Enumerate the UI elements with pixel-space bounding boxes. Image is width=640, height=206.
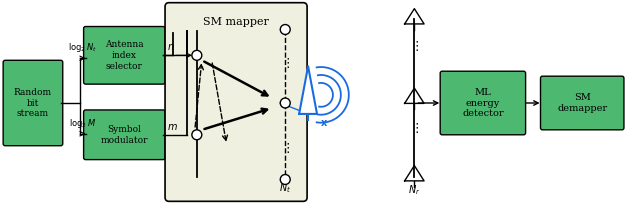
- Text: $m$: $m$: [167, 122, 178, 132]
- Text: $\vdots$: $\vdots$: [410, 39, 419, 53]
- Text: $\vdots$: $\vdots$: [281, 56, 290, 70]
- Circle shape: [192, 50, 202, 60]
- Text: $\vdots$: $\vdots$: [410, 121, 419, 135]
- FancyBboxPatch shape: [3, 60, 63, 146]
- Text: $\log_2 M$: $\log_2 M$: [69, 117, 96, 130]
- Text: $\log_2 N_t$: $\log_2 N_t$: [68, 41, 97, 54]
- Circle shape: [280, 98, 290, 108]
- Circle shape: [280, 174, 290, 184]
- Text: $n$: $n$: [167, 42, 175, 52]
- FancyBboxPatch shape: [440, 71, 525, 135]
- Text: $\vdots$: $\vdots$: [281, 141, 290, 155]
- Text: Symbol
modulator: Symbol modulator: [100, 125, 148, 145]
- Text: $N_r$: $N_r$: [408, 184, 420, 197]
- FancyBboxPatch shape: [165, 3, 307, 201]
- FancyBboxPatch shape: [84, 27, 165, 84]
- Text: SM mapper: SM mapper: [203, 17, 269, 27]
- Text: SM
demapper: SM demapper: [557, 93, 607, 113]
- FancyBboxPatch shape: [84, 110, 165, 160]
- Text: $\bar{N}_t$: $\bar{N}_t$: [279, 180, 291, 195]
- Text: $\mathbf{x}$: $\mathbf{x}$: [320, 118, 328, 128]
- Circle shape: [280, 25, 290, 34]
- Polygon shape: [299, 66, 317, 114]
- Text: ML
energy
detector: ML energy detector: [462, 88, 504, 118]
- Circle shape: [192, 130, 202, 140]
- Text: Random
bit
stream: Random bit stream: [14, 88, 52, 118]
- FancyBboxPatch shape: [541, 76, 624, 130]
- Text: Antenna
index
selector: Antenna index selector: [105, 40, 143, 71]
